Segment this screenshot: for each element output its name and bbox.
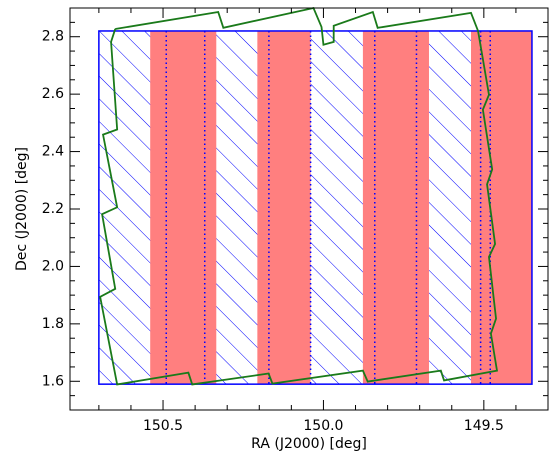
y-tick-label: 1.6: [42, 373, 64, 389]
stripe: [150, 30, 217, 385]
y-tick-label: 2.6: [42, 86, 64, 102]
y-tick-label: 2.4: [42, 144, 64, 160]
stripe: [257, 30, 311, 385]
x-tick-label: 149.5: [464, 418, 504, 434]
y-axis-label: Dec (J2000) [deg]: [14, 147, 30, 271]
outline: [99, 6, 499, 386]
field-border: [98, 30, 533, 385]
y-tick-label: 2.2: [42, 201, 64, 217]
x-axis-label: RA (J2000) [deg]: [251, 436, 367, 452]
y-tick-label: 2.8: [42, 29, 64, 45]
stripe: [362, 30, 429, 385]
y-tick-label: 2.0: [42, 258, 64, 274]
x-tick-label: 150.5: [143, 418, 183, 434]
x-tick-label: 150.0: [303, 418, 343, 434]
y-tick-label: 1.8: [42, 316, 64, 332]
